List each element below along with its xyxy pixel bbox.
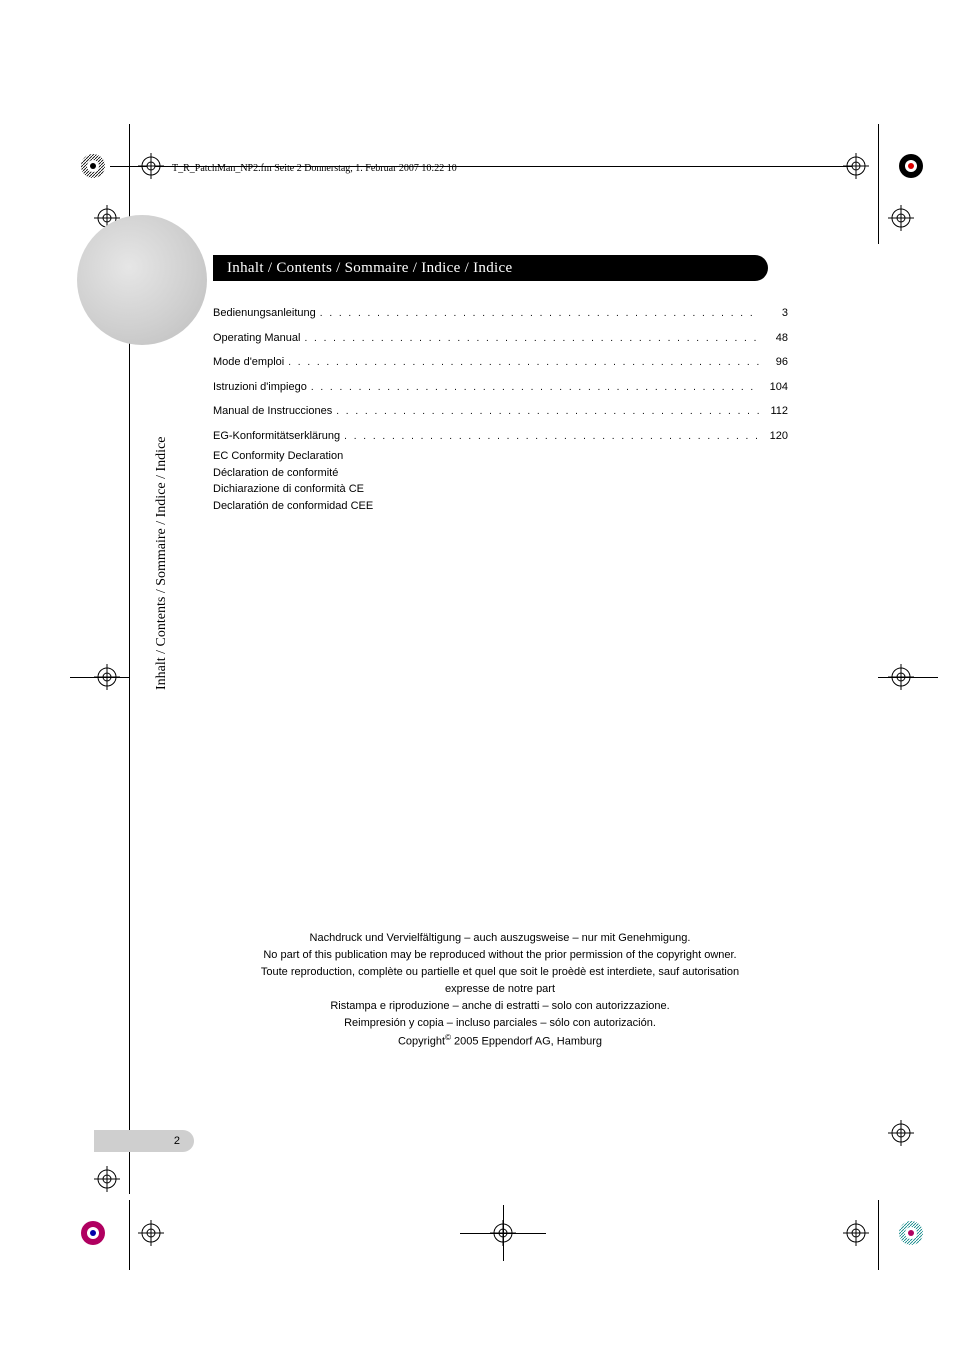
copyright-line: Reimpresión y copia – incluso parciales …: [200, 1015, 800, 1032]
toc-label: Manual de Instrucciones: [213, 403, 332, 420]
toc-subentry: Declaratión de conformidad CEE: [213, 498, 788, 515]
registration-mark-top-left: [138, 153, 164, 179]
toc-page: 120: [760, 428, 788, 445]
page-number-pill: 2: [94, 1130, 194, 1152]
registration-disc-top-left: [80, 153, 106, 179]
crop-vline-top-right: [878, 124, 879, 244]
crop-line-mid-left: [70, 677, 130, 678]
toc-row: Istruzioni d'impiego 104: [213, 379, 788, 396]
toc-page: 104: [760, 379, 788, 396]
page-number: 2: [174, 1135, 180, 1147]
copyright-line: Ristampa e riproduzione – anche di estra…: [200, 998, 800, 1015]
thumb-index-bump: [77, 215, 207, 345]
toc-page: 3: [760, 305, 788, 322]
registration-mark-top-right: [843, 153, 869, 179]
toc-subentries: EC Conformity Declaration Déclaration de…: [213, 448, 788, 514]
crop-vline-bottom-right: [878, 1200, 879, 1270]
crop-vline-bottom-left: [129, 1200, 130, 1270]
registration-mark-bottom-left: [138, 1220, 164, 1246]
registration-disc-bottom-right: [898, 1220, 924, 1246]
toc-page: 112: [760, 403, 788, 420]
toc-row: Bedienungsanleitung 3: [213, 305, 788, 322]
toc-row: Mode d'emploi 96: [213, 354, 788, 371]
registration-disc-bottom-left: [80, 1220, 106, 1246]
toc-leader-dots: [316, 306, 760, 321]
registration-mark-upper-right: [888, 205, 914, 231]
toc-leader-dots: [300, 331, 760, 346]
section-title-bar: Inhalt / Contents / Sommaire / Indice / …: [213, 255, 768, 281]
toc-leader-dots: [284, 355, 760, 370]
copyright-line: Toute reproduction, complète ou partiell…: [200, 964, 800, 981]
toc-leader-dots: [307, 380, 760, 395]
toc-leader-dots: [332, 404, 760, 419]
toc-row: EG-Konformitätserklärung 120: [213, 428, 788, 445]
toc-page: 96: [760, 354, 788, 371]
copyright-final: Copyright© 2005 Eppendorf AG, Hamburg: [200, 1032, 800, 1051]
table-of-contents: Bedienungsanleitung 3 Operating Manual 4…: [213, 305, 788, 520]
toc-page: 48: [760, 330, 788, 347]
registration-mark-bottom-right: [843, 1220, 869, 1246]
toc-label: Bedienungsanleitung: [213, 305, 316, 322]
side-tab-text: Inhalt / Contents / Sommaire / Indice / …: [154, 437, 170, 691]
copyright-line: Nachdruck und Vervielfältigung – auch au…: [200, 930, 800, 947]
toc-subentry: Dichiarazione di conformità CE: [213, 481, 788, 498]
section-title-text: Inhalt / Contents / Sommaire / Indice / …: [227, 260, 512, 277]
registration-disc-top-right: [898, 153, 924, 179]
toc-label: Istruzioni d'impiego: [213, 379, 307, 396]
crop-vline-bottom-center: [503, 1205, 504, 1261]
toc-label: Operating Manual: [213, 330, 300, 347]
toc-leader-dots: [340, 429, 760, 444]
toc-subentry: EC Conformity Declaration: [213, 448, 788, 465]
copyright-suffix: 2005 Eppendorf AG, Hamburg: [451, 1036, 602, 1048]
copyright-line: expresse de notre part: [200, 981, 800, 998]
registration-mark-lower-right: [888, 1120, 914, 1146]
crop-line-mid-right: [878, 677, 938, 678]
toc-label: Mode d'emploi: [213, 354, 284, 371]
copyright-block: Nachdruck und Vervielfältigung – auch au…: [200, 930, 800, 1051]
toc-row: Operating Manual 48: [213, 330, 788, 347]
copyright-line: No part of this publication may be repro…: [200, 947, 800, 964]
toc-subentry: Déclaration de conformité: [213, 465, 788, 482]
toc-row: Manual de Instrucciones 112: [213, 403, 788, 420]
header-filename: T_R_PatchMan_NP2.fm Seite 2 Donnerstag, …: [172, 163, 457, 174]
copyright-prefix: Copyright: [398, 1036, 445, 1048]
registration-mark-lower-left: [94, 1166, 120, 1192]
toc-label: EG-Konformitätserklärung: [213, 428, 340, 445]
